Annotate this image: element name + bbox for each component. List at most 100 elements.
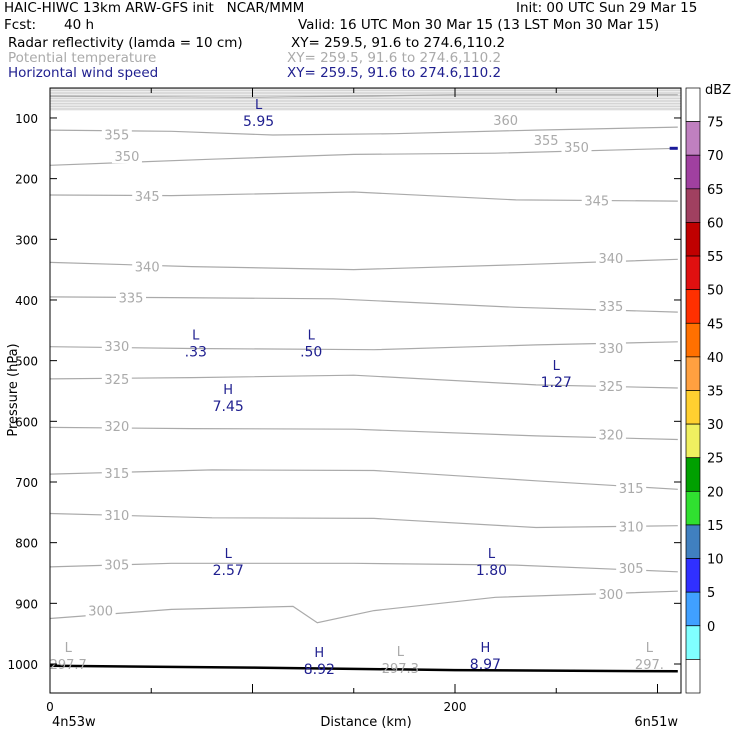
theta-contour-label: 305 (104, 559, 129, 574)
colorbar-swatch (685, 87, 701, 122)
colorbar-swatch (685, 356, 701, 391)
wind-extremum-value: 1.27 (541, 375, 572, 391)
plot-header: HAIC-HIWC 13km ARW-GFS init NCAR/MMM Ini… (0, 0, 740, 85)
colorbar-label: 70 (707, 149, 724, 164)
theta-contour-label: 335 (599, 300, 624, 315)
y-tick-label: 700 (15, 476, 38, 490)
theta-label-bg (132, 188, 163, 204)
theta-contour-label: 355 (104, 128, 129, 143)
theta-label-bg (101, 464, 132, 480)
colorbar-label: 65 (707, 183, 724, 198)
field-name-reflectivity: Radar reflectivity (lamda = 10 cm) (8, 35, 243, 51)
theta-contour-label: 320 (104, 420, 129, 435)
theta-contour-label: 310 (104, 509, 129, 524)
theta-contour-label: 345 (584, 194, 609, 209)
theta-extremum-marker: L (397, 645, 405, 660)
theta-contour-label: 330 (599, 342, 624, 357)
theta-extremum-value: 297.3 (382, 662, 419, 677)
theta-contour-label: 355 (534, 134, 559, 149)
plot-area: 360 355 355 350 350 345 345 340 340 335 335 330 330 3… (49, 88, 681, 678)
field-name-theta: Potential temperature (8, 50, 157, 66)
theta-contour-305 (49, 562, 678, 573)
theta-contour-label: 335 (119, 292, 144, 307)
colorbar-swatch (685, 490, 701, 526)
colorbar-label: 60 (707, 216, 724, 231)
surface-pressure-line (49, 664, 678, 673)
y-tick-label: 600 (15, 415, 38, 429)
forecast-hour: 40 h (64, 17, 95, 33)
valid-time: Valid: 16 UTC Mon 30 Mar 15 (13 LST Mon … (298, 17, 660, 33)
theta-contour-300 (49, 590, 678, 624)
theta-contour-label: 300 (88, 605, 113, 620)
model-title: HAIC-HIWC 13km ARW-GFS init NCAR/MMM (4, 0, 305, 16)
theta-contour-label: 300 (599, 588, 624, 603)
theta-extremum-value: 297.7 (50, 658, 87, 673)
y-tick-label: 400 (15, 294, 38, 308)
wind-extremum-marker: L (308, 329, 316, 344)
colorbar-swatch (685, 457, 701, 492)
theta-label-bg (101, 370, 132, 386)
wind-extremum-value: 8.97 (470, 657, 501, 673)
wind-extremum-marker: H (314, 646, 324, 661)
colorbar-label: 50 (707, 284, 724, 299)
colorbar-swatch (685, 659, 701, 694)
y-tick-label: 200 (15, 173, 38, 187)
theta-label-bg (595, 586, 626, 602)
theta-contour-label: 305 (619, 562, 644, 577)
wind-extremum-marker: H (480, 641, 490, 656)
theta-contour-label: 310 (619, 520, 644, 535)
plot-frame (49, 87, 682, 694)
colorbar-swatch (685, 154, 701, 190)
theta-extremum-marker: L (65, 641, 73, 656)
wind-extremum-value: 8.92 (304, 662, 335, 678)
field-xy-theta: XY= 259.5, 91.6 to 274.6,110.2 (287, 50, 502, 66)
colorbar-label: 45 (707, 317, 724, 332)
wind-extremum-value: 7.45 (213, 399, 244, 415)
field-xy-wind: XY= 259.5, 91.6 to 274.6,110.2 (287, 65, 502, 81)
x-axis-title: Distance (km) (320, 715, 411, 730)
field-name-wind: Horizontal wind speed (8, 65, 159, 81)
theta-contour-label: 315 (104, 467, 129, 482)
wind-extremum-marker: L (255, 98, 263, 113)
colorbar-label: 75 (707, 116, 724, 131)
field-xy-reflectivity: XY= 259.5, 91.6 to 274.6,110.2 (291, 35, 506, 51)
theta-label-bg (490, 111, 521, 127)
theta-contour-label: 340 (135, 261, 160, 276)
theta-contour-label: 350 (564, 141, 589, 156)
theta-extremum-value: 297. (635, 658, 664, 673)
colorbar-swatch (685, 591, 701, 627)
theta-label-bg (101, 126, 132, 142)
theta-contour-360 (49, 94, 678, 98)
y-tick-label: 1000 (7, 658, 38, 672)
theta-contour-label: 360 (493, 114, 518, 129)
x-start-label: 4n53w (52, 715, 96, 730)
theta-contour-label: 350 (115, 150, 140, 165)
theta-contour-label: 340 (599, 252, 624, 267)
theta-contour-310 (49, 512, 678, 529)
colorbar-label: 30 (707, 418, 724, 433)
wind-extremum-marker: L (553, 359, 561, 374)
theta-label-bg (616, 560, 647, 576)
theta-contour-345 (49, 191, 678, 202)
theta-label-bg (595, 339, 626, 355)
theta-label-bg (595, 378, 626, 394)
y-tick-label: 500 (15, 355, 38, 369)
x-tick-label: 0 (46, 700, 54, 714)
wind-extremum-value: .50 (300, 345, 322, 361)
wind-extremum-marker: H (223, 383, 233, 398)
theta-label-bg (531, 131, 562, 147)
theta-label-bg (85, 602, 116, 618)
theta-label-bg (595, 298, 626, 314)
theta-label-bg (116, 289, 146, 305)
colorbar-label: 35 (707, 385, 724, 400)
colorbar-label: 25 (707, 452, 724, 467)
theta-contour-label: 325 (599, 380, 624, 395)
forecast-label: Fcst: (4, 17, 37, 33)
colorbar-label: 0 (707, 620, 715, 635)
theta-label-bg (581, 192, 612, 208)
colorbar-label: 40 (707, 351, 724, 366)
colorbar-swatch (685, 188, 701, 223)
y-tick-label: 100 (15, 112, 38, 126)
theta-label-bg (595, 426, 626, 442)
